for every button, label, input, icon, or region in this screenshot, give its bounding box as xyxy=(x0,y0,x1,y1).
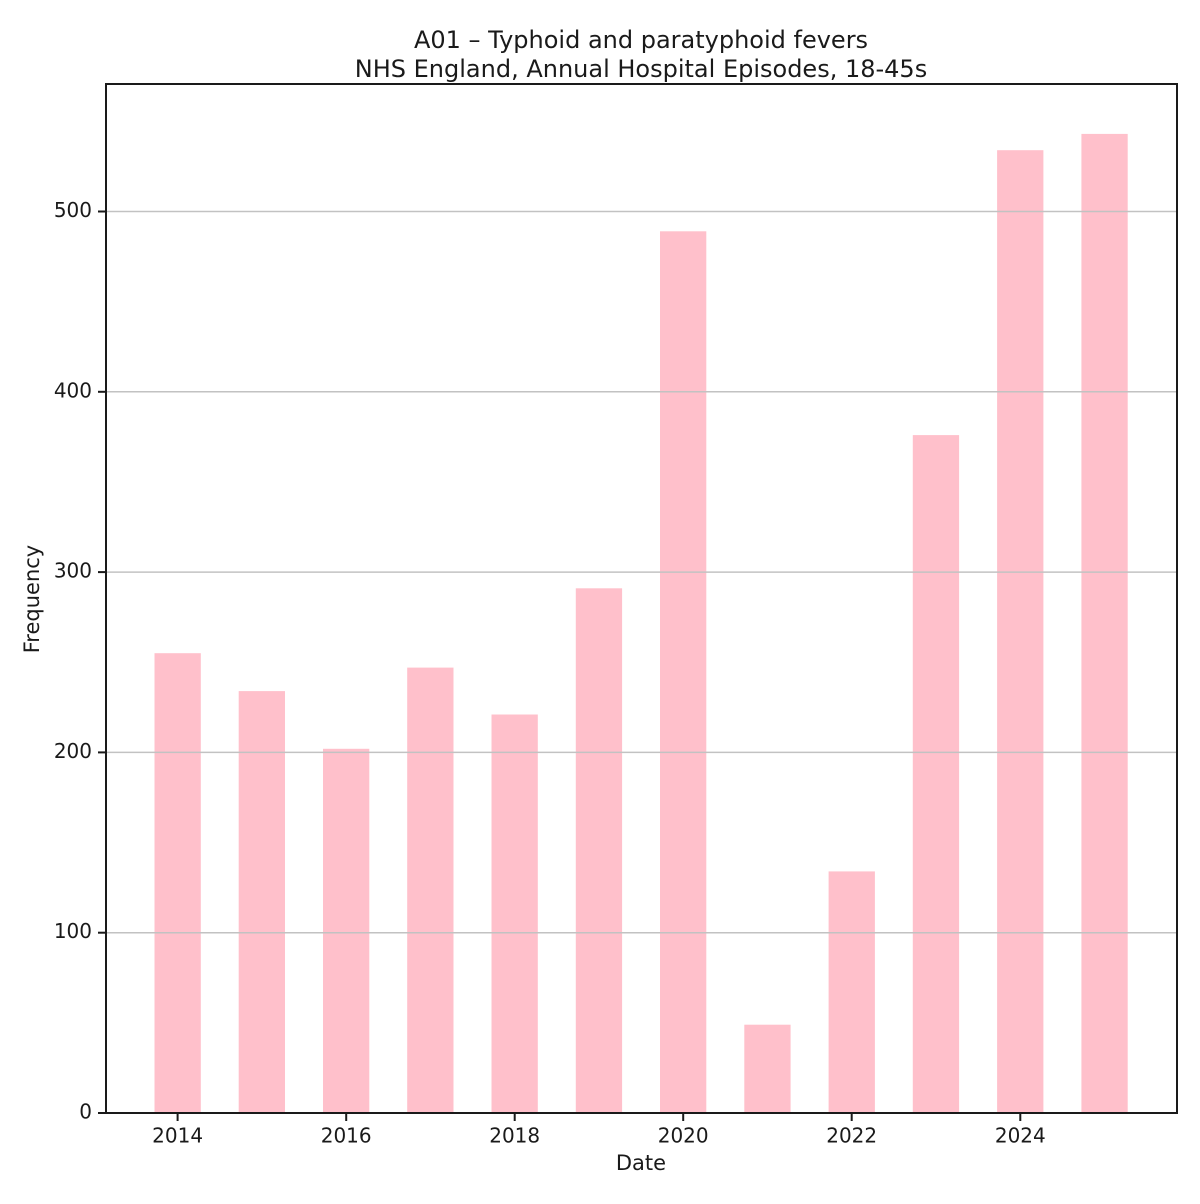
y-tick-label-100: 100 xyxy=(54,919,92,943)
bar-2019 xyxy=(575,588,623,1113)
y-tick-label-400: 400 xyxy=(54,378,92,402)
tick-marks-group xyxy=(98,210,1022,1121)
gridlines-group xyxy=(106,210,1177,934)
x-tick-label-2014: 2014 xyxy=(152,1124,203,1148)
bar-2023 xyxy=(912,435,960,1114)
y-tick-label-0: 0 xyxy=(79,1100,92,1124)
y-axis-label: Frequency xyxy=(20,545,44,654)
bar-2021 xyxy=(744,1024,791,1113)
y-tick-label-200: 200 xyxy=(54,739,92,763)
plot-border xyxy=(105,83,1178,1114)
plot-border-group xyxy=(105,83,1178,1114)
x-tick-label-2024: 2024 xyxy=(995,1124,1046,1148)
x-axis-label: Date xyxy=(616,1151,666,1175)
bar-2017 xyxy=(407,667,454,1113)
bars-group xyxy=(154,133,1128,1114)
chart-title: A01 – Typhoid and paratyphoid fevers xyxy=(414,26,868,54)
bar-2018 xyxy=(491,714,538,1113)
bar-2014 xyxy=(154,653,201,1113)
bar-2024 xyxy=(997,150,1044,1113)
bar-2016 xyxy=(323,748,370,1113)
bar-2020 xyxy=(660,231,707,1114)
x-tick-label-2020: 2020 xyxy=(658,1124,709,1148)
bar-2022 xyxy=(828,871,875,1113)
chart-subtitle: NHS England, Annual Hospital Episodes, 1… xyxy=(355,55,927,83)
y-tick-label-300: 300 xyxy=(54,559,92,583)
x-tick-label-2022: 2022 xyxy=(826,1124,877,1148)
bar-2015 xyxy=(238,691,285,1113)
y-tick-label-500: 500 xyxy=(54,198,92,222)
x-tick-label-2018: 2018 xyxy=(489,1124,540,1148)
tick-labels-group: 0 100 200 300 400 500 2014 2016 2018 2020 2022 2024 xyxy=(54,198,1046,1148)
bar-2025 xyxy=(1081,133,1128,1113)
x-tick-label-2016: 2016 xyxy=(321,1124,372,1148)
